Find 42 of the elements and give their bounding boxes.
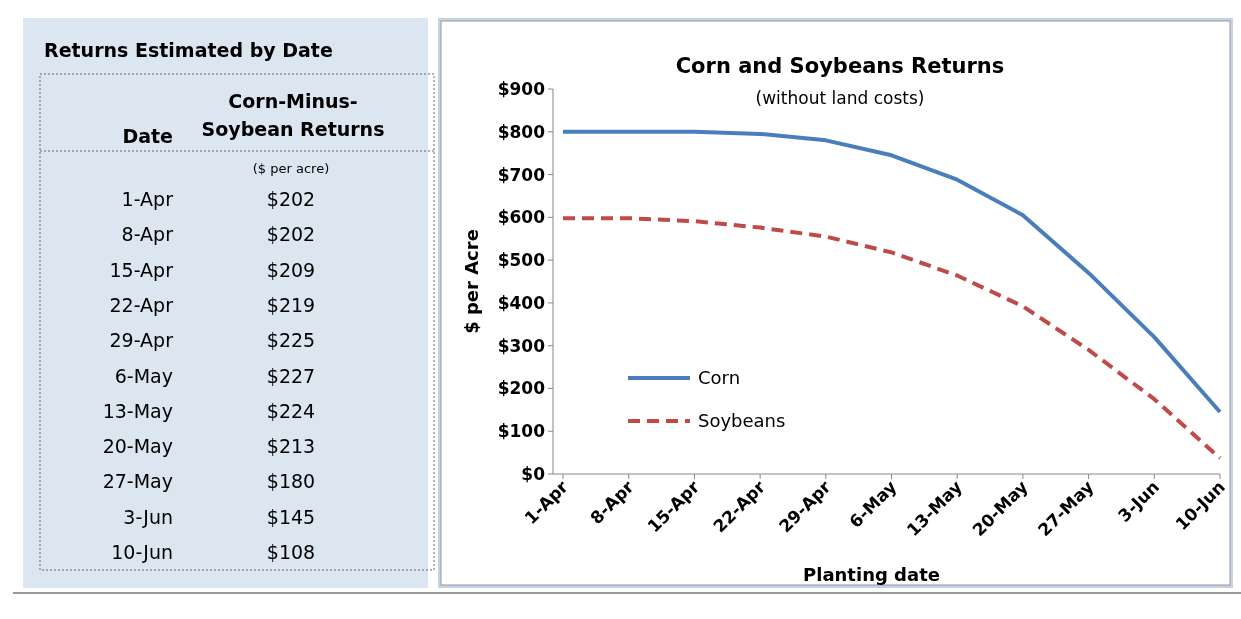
y-tick-label: $600: [497, 207, 546, 228]
line-series: [561, 129, 1222, 414]
y-tick-label: $900: [497, 79, 546, 99]
category-label: 10-Jun: [111, 541, 173, 563]
category-label: 22-Apr: [109, 293, 174, 316]
text: Corn-Minus-Soybean Returns: [201, 90, 385, 140]
category-label: 13-May: [102, 399, 173, 422]
y-tick-label: $100: [497, 421, 546, 442]
category-label: 1-Apr: [121, 188, 174, 210]
legend-label: Soybeans: [698, 410, 786, 431]
y-tick-label: $0: [521, 464, 546, 484]
text: $180: [266, 470, 316, 493]
text: $224: [266, 399, 316, 422]
text: $219: [266, 293, 316, 316]
y-tick-label: $200: [497, 378, 546, 399]
y-tick-label: $400: [497, 292, 546, 313]
y-axis-title: $ per Acre: [461, 229, 482, 334]
category-label: 6-May: [114, 364, 173, 387]
chart-title: Corn and Soybeans Returns: [675, 54, 1005, 78]
category-label: 29-Apr: [109, 329, 174, 352]
text: Date: [122, 125, 173, 147]
text: $227: [266, 364, 316, 387]
line-series: [561, 216, 1222, 461]
legend-label: Corn: [698, 367, 741, 388]
text: $213: [266, 435, 316, 458]
text: $202: [266, 188, 316, 210]
y-tick-label: $500: [497, 250, 546, 271]
chart-subtitle: (without land costs): [755, 88, 925, 108]
category-label: 8-Apr: [121, 223, 174, 246]
text: $145: [266, 505, 316, 528]
text: ($ per acre): [252, 161, 330, 176]
text: $225: [266, 329, 316, 352]
text: $108: [266, 541, 316, 563]
text: Returns Estimated by Date: [44, 39, 333, 61]
text: $202: [266, 223, 316, 246]
x-axis-title: Planting date: [803, 564, 940, 585]
text: $209: [266, 258, 316, 281]
category-label: 20-May: [102, 435, 173, 458]
y-tick-label: $700: [497, 164, 546, 185]
y-tick-label: $800: [497, 121, 546, 142]
y-tick-label: $300: [497, 335, 546, 356]
category-label: 15-Apr: [109, 258, 174, 281]
